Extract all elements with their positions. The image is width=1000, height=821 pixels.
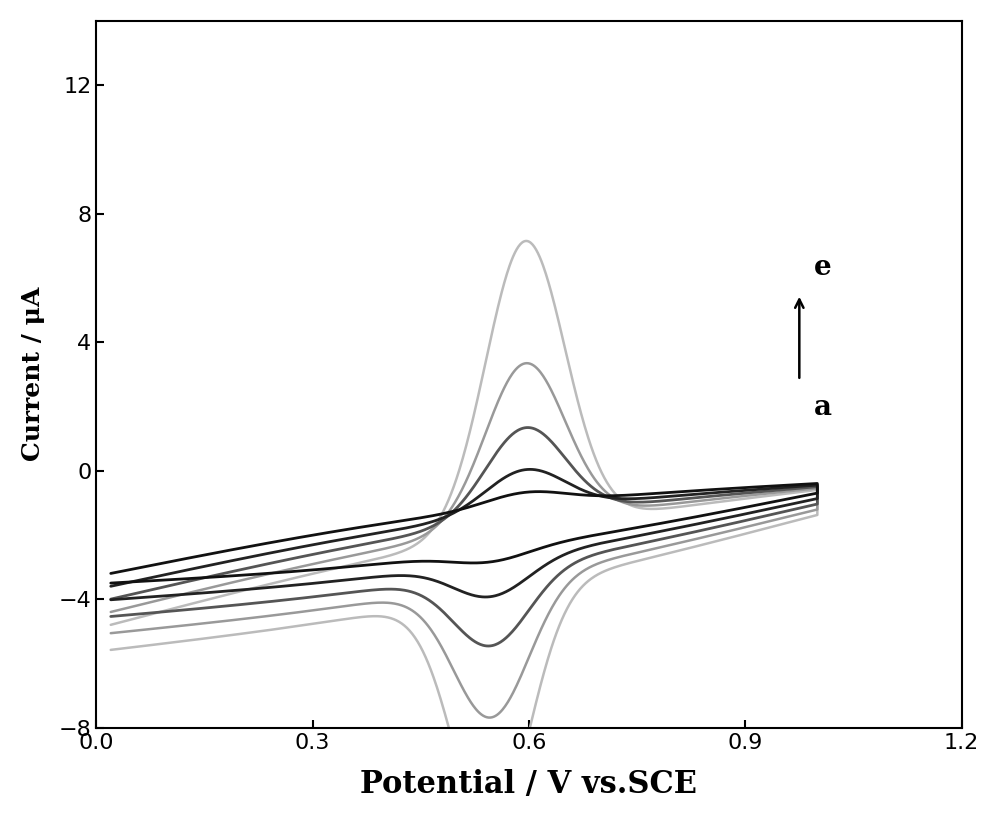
X-axis label: Potential / V vs.SCE: Potential / V vs.SCE [360, 769, 697, 800]
Y-axis label: Current / μA: Current / μA [21, 287, 45, 461]
Text: a: a [814, 393, 832, 420]
Text: e: e [814, 254, 831, 281]
